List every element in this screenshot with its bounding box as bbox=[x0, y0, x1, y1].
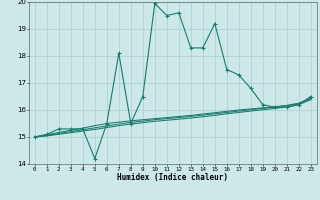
X-axis label: Humidex (Indice chaleur): Humidex (Indice chaleur) bbox=[117, 173, 228, 182]
